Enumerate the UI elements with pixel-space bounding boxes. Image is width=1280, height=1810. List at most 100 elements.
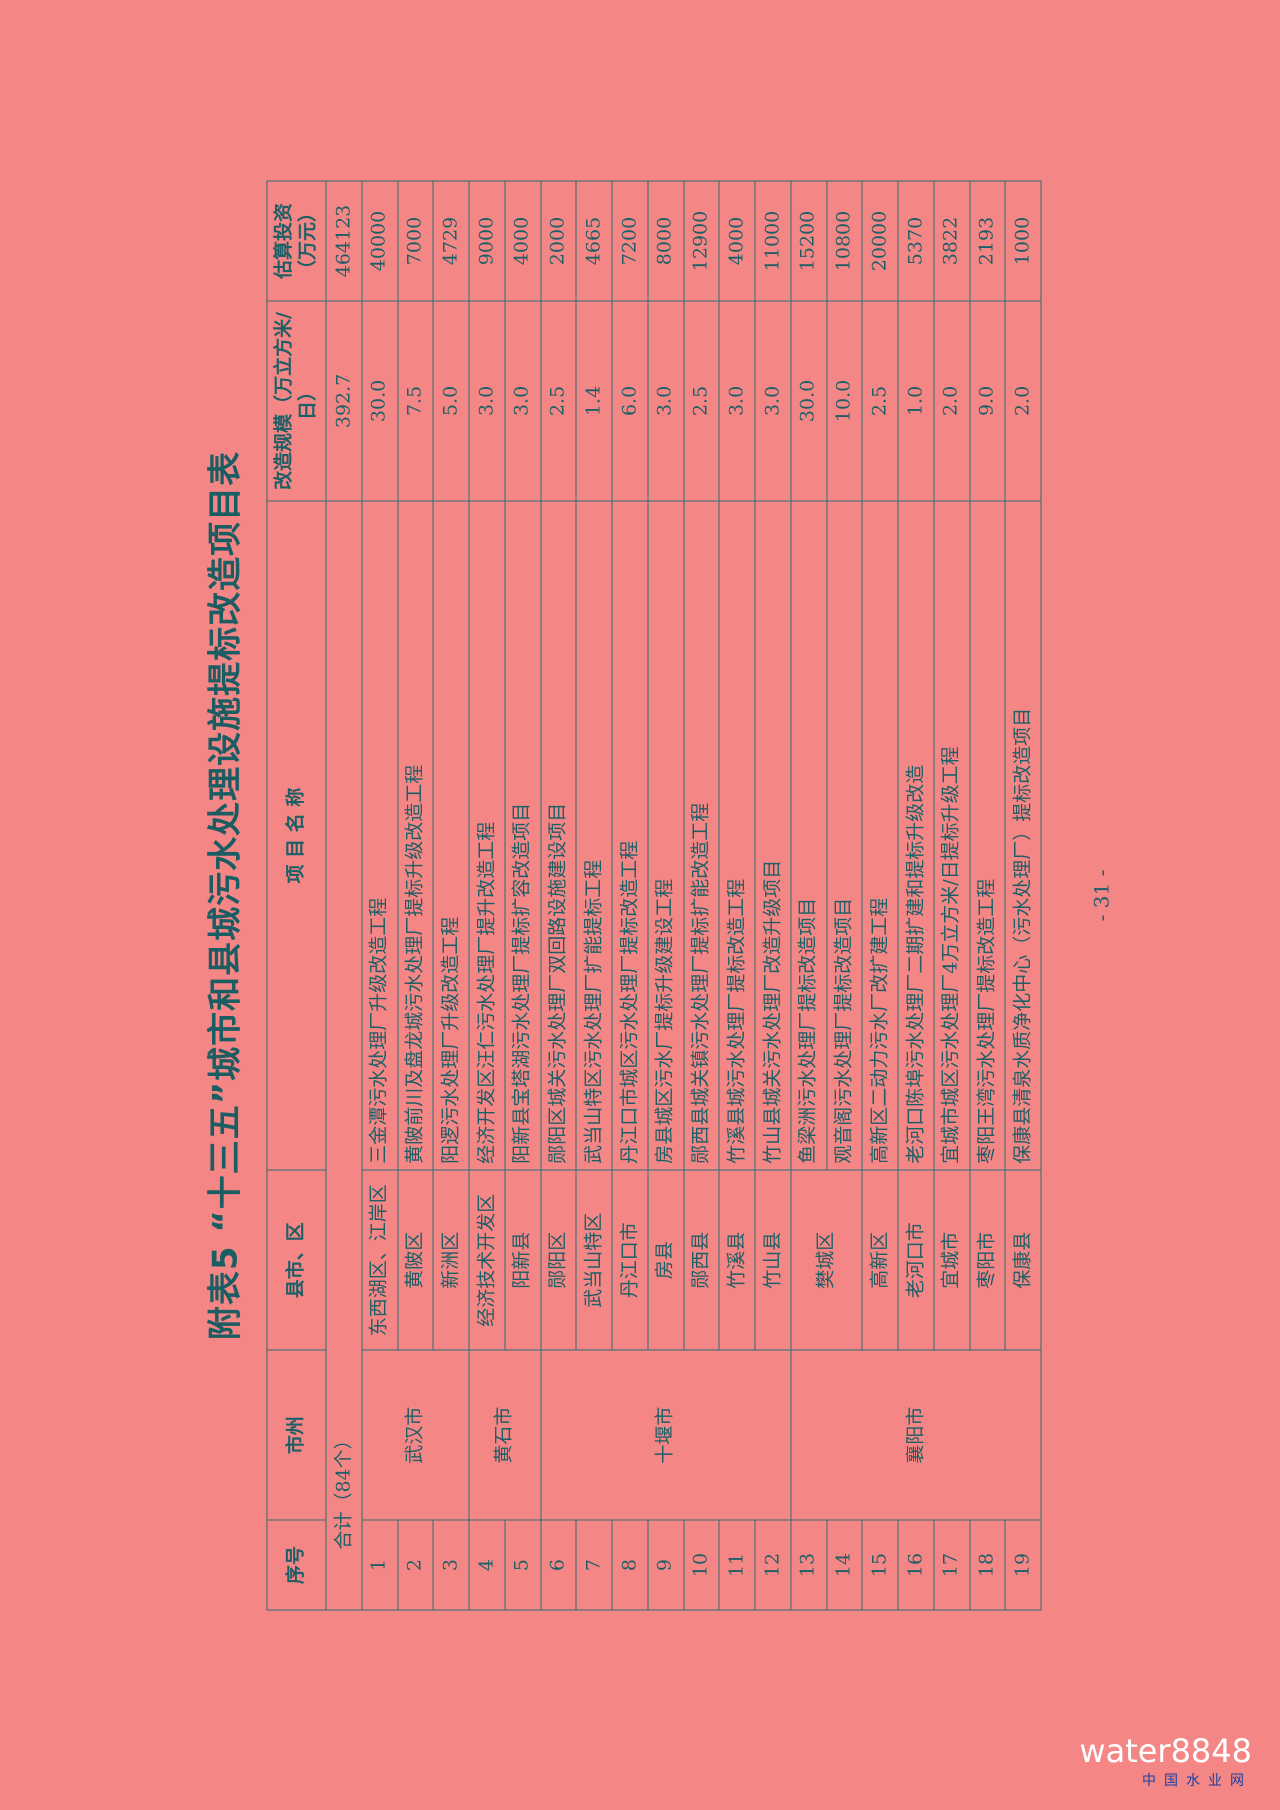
scale: 3.0: [755, 301, 791, 501]
project: 武当山特区污水处理厂扩能提标工程: [576, 500, 612, 1171]
city: 黄石市: [469, 1350, 541, 1521]
project: 阳逻污水处理厂升级改造工程: [433, 500, 469, 1171]
county: 郧阳区: [540, 1170, 577, 1351]
city: 十堰市: [540, 1350, 791, 1521]
investment: 12900: [683, 181, 720, 301]
scale: 1.4: [576, 301, 612, 501]
row-number: 9: [647, 1520, 684, 1610]
investment: 9000: [469, 181, 505, 301]
project: 经济开发区汪仁污水处理厂提升改造工程: [469, 500, 505, 1171]
project: 竹山县城关污水处理厂改造升级项目: [755, 500, 791, 1171]
header-cell: 县市、区: [267, 1170, 326, 1351]
county: 房县: [647, 1170, 684, 1351]
project-table: 序号 市州 县市、区项 目 名 称改造规模（万立方米/日） 估算投资（万元） 合计（8…: [267, 181, 1042, 1611]
watermark-account: water8848: [1079, 1732, 1252, 1770]
investment: 10800: [826, 181, 863, 301]
city: 武汉市: [361, 1350, 469, 1521]
investment: 7000: [397, 181, 434, 301]
project: 鱼梁洲污水处理厂提标改造项目: [790, 500, 827, 1171]
county: 黄陂区: [397, 1170, 434, 1351]
scale: 3.0: [504, 301, 541, 501]
scale: 2.0: [933, 301, 970, 501]
investment: 11000: [755, 181, 791, 301]
county: 丹江口市: [612, 1170, 648, 1351]
project: 三金潭污水处理厂升级改造工程: [361, 500, 398, 1171]
investment: 2193: [969, 181, 1006, 301]
project: 高新区二动力污水厂改扩建工程: [862, 500, 898, 1171]
row-number: 17: [933, 1520, 970, 1610]
total-investment: 464123: [326, 181, 362, 301]
watermark: water8848 中国水业网: [1079, 1732, 1252, 1790]
county: 保康县: [1005, 1170, 1041, 1351]
project: 竹溪县城污水处理厂提标改造工程: [719, 500, 755, 1171]
rotated-sheet: 附表5 “十三五”城市和县城污水处理设施提标改造项目表 序号 市州 县市、区项 目 …: [195, 176, 1150, 1616]
county: 经济技术开发区: [469, 1170, 505, 1351]
investment: 8000: [647, 181, 684, 301]
project: 郧西县城关镇污水处理厂提标扩能改造工程: [683, 500, 720, 1171]
total-label: 合计（84个）: [326, 500, 362, 1610]
row-number: 16: [898, 1520, 934, 1610]
row-number: 4: [469, 1520, 505, 1610]
scale: 2.0: [1005, 301, 1041, 501]
row-number: 18: [969, 1520, 1006, 1610]
county: 高新区: [862, 1170, 898, 1351]
row-number: 2: [397, 1520, 434, 1610]
investment: 7200: [612, 181, 648, 301]
investment: 1000: [1005, 181, 1041, 301]
total-row: 合计（84个） 392.7 464123: [326, 181, 362, 1610]
investment: 4729: [433, 181, 469, 301]
header-cell: 项 目 名 称: [267, 500, 326, 1171]
row-number: 6: [540, 1520, 577, 1610]
scale: 3.0: [469, 301, 505, 501]
row-number: 19: [1005, 1520, 1041, 1610]
row-number: 8: [612, 1520, 648, 1610]
scale: 7.5: [397, 301, 434, 501]
county: 樊城区: [790, 1170, 863, 1351]
row-number: 11: [719, 1520, 755, 1610]
county: 竹山县: [755, 1170, 791, 1351]
data-row: 1 武汉市 东西湖区、江岸区 三金潭污水处理厂升级改造工程 30.0 40000: [361, 181, 469, 1610]
investment: 20000: [862, 181, 898, 301]
investment: 5370: [898, 181, 934, 301]
scale: 9.0: [969, 301, 1006, 501]
row-number: 14: [826, 1520, 863, 1610]
project: 黄陂前川及盘龙城污水处理厂提标升级改造工程: [397, 500, 434, 1171]
investment: 2000: [540, 181, 577, 301]
scale: 2.5: [540, 301, 577, 501]
row-number: 3: [433, 1520, 469, 1610]
scale: 3.0: [647, 301, 684, 501]
project: 保康县清泉水质净化中心（污水处理厂）提标改造项目: [1005, 500, 1041, 1171]
header-cell: 改造规模（万立方米/日）: [267, 301, 326, 501]
project: 宜城市城区污水处理厂4万立方米/日提标升级工程: [933, 500, 970, 1171]
project: 郧阳区城关污水处理厂双回路设施建设项目: [540, 500, 577, 1171]
county: 郧西县: [683, 1170, 720, 1351]
header-cell: 市州: [267, 1350, 326, 1521]
county: 宜城市: [933, 1170, 970, 1351]
scale: 3.0: [719, 301, 755, 501]
investment: 4000: [719, 181, 755, 301]
project: 老河口陈埠污水处理厂二期扩建和提标升级改造: [898, 500, 934, 1171]
total-scale: 392.7: [326, 301, 362, 501]
investment: 4665: [576, 181, 612, 301]
project: 观音阁污水处理厂提标改造项目: [826, 500, 863, 1171]
county: 东西湖区、江岸区: [361, 1170, 398, 1351]
data-row: 4 黄石市 经济技术开发区 经济开发区汪仁污水处理厂提升改造工程 3.0 9000: [469, 181, 541, 1610]
project: 房县城区污水厂提标升级建设工程: [647, 500, 684, 1171]
investment: 4000: [504, 181, 541, 301]
title: 附表5 “十三五”城市和县城污水处理设施提标改造项目表: [205, 450, 246, 1341]
scale: 6.0: [612, 301, 648, 501]
investment: 40000: [361, 181, 398, 301]
scale: 2.5: [862, 301, 898, 501]
county: 枣阳市: [969, 1170, 1006, 1351]
row-number: 7: [576, 1520, 612, 1610]
row-number: 10: [683, 1520, 720, 1610]
county: 新洲区: [433, 1170, 469, 1351]
row-number: 15: [862, 1520, 898, 1610]
header-cell: 估算投资（万元）: [267, 181, 326, 301]
data-row: 13 襄阳市 樊城区 鱼梁洲污水处理厂提标改造项目 30.0 15200: [790, 181, 1041, 1610]
row-number: 1: [361, 1520, 398, 1610]
row-number: 13: [790, 1520, 827, 1610]
county: 阳新县: [504, 1170, 541, 1351]
scale: 30.0: [361, 301, 398, 501]
county: 竹溪县: [719, 1170, 755, 1351]
